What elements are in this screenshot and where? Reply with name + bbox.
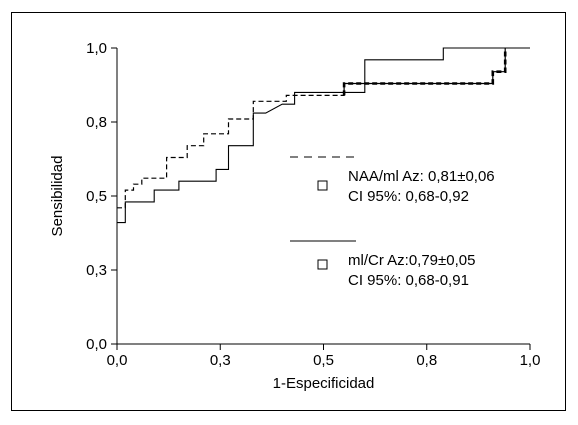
x-tick-label: 0,8 xyxy=(416,352,437,369)
legend-ci-mlcr: CI 95%: 0,68-0,91 xyxy=(348,272,469,289)
roc-curve-dashed xyxy=(117,48,506,209)
legend-marker-square xyxy=(317,180,328,191)
roc-curves xyxy=(117,47,530,224)
plot-area: 0,0 0,3 0,5 0,8 1,0 0,0 0,3 0,5 0,8 1,0 xyxy=(86,40,540,369)
y-ticks: 0,0 0,3 0,5 0,8 1,0 xyxy=(86,40,117,353)
legend-marker-square xyxy=(317,259,328,270)
x-tick-label: 1,0 xyxy=(520,352,541,369)
y-axis-title: Sensibilidad xyxy=(49,156,66,237)
legend-label-mlcr: ml/Cr Az:0,79±0,05 xyxy=(348,252,475,269)
figure-frame xyxy=(11,12,566,411)
roc-curve-solid xyxy=(117,47,530,224)
legend-ci-naa: CI 95%: 0,68-0,92 xyxy=(348,188,469,205)
y-tick-label: 0,5 xyxy=(86,188,107,205)
y-tick-label: 1,0 xyxy=(86,40,107,57)
x-tick-label: 0,3 xyxy=(210,352,231,369)
x-tick-label: 0,5 xyxy=(313,352,334,369)
x-tick-label: 0,0 xyxy=(107,352,128,369)
x-ticks: 0,0 0,3 0,5 0,8 1,0 xyxy=(107,344,541,369)
y-tick-label: 0,3 xyxy=(86,262,107,279)
y-tick-label: 0,8 xyxy=(86,114,107,131)
x-axis-title: 1-Especificidad xyxy=(273,375,375,392)
legend: NAA/ml Az: 0,81±0,06 CI 95%: 0,68-0,92 m… xyxy=(290,156,495,289)
legend-label-naa: NAA/ml Az: 0,81±0,06 xyxy=(348,168,495,185)
y-tick-label: 0,0 xyxy=(86,336,107,353)
roc-curve-dashed-segment xyxy=(342,48,507,96)
